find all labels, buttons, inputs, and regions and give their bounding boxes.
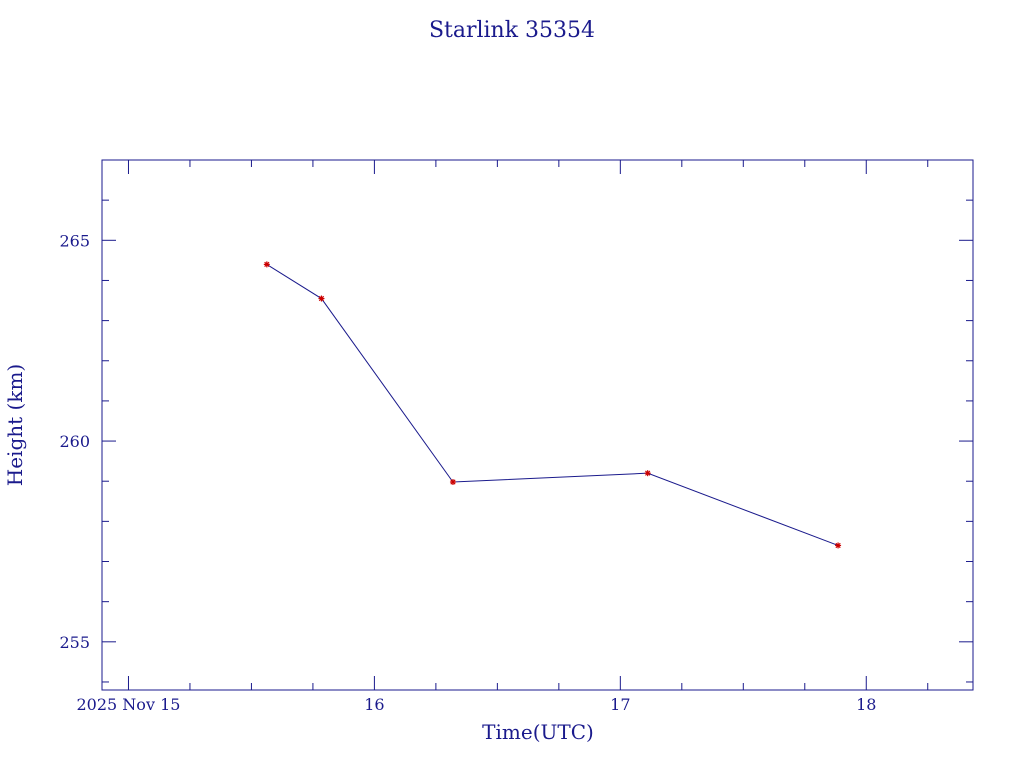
x-axis: 2025 Nov 15 16 17 18 xyxy=(77,160,929,714)
data-point xyxy=(318,295,325,302)
data-point xyxy=(835,542,842,549)
chart-title: Starlink 35354 xyxy=(429,18,595,43)
data-point xyxy=(263,261,270,268)
y-tick-label: 265 xyxy=(59,231,90,250)
series-line xyxy=(266,263,839,546)
y-axis: 255 260 265 xyxy=(59,159,973,683)
plot-border xyxy=(101,159,974,691)
data-point xyxy=(644,470,651,477)
x-tick-label: 18 xyxy=(856,695,876,714)
x-axis-label: Time(UTC) xyxy=(482,720,594,744)
y-tick-label: 255 xyxy=(59,633,90,652)
data-point xyxy=(449,479,456,486)
x-tick-label: 17 xyxy=(610,695,630,714)
series-layer xyxy=(263,261,842,549)
y-tick-label: 260 xyxy=(59,432,90,451)
x-tick-label: 16 xyxy=(364,695,384,714)
y-axis-label: Height (km) xyxy=(3,364,27,486)
x-tick-label: 2025 Nov 15 xyxy=(77,695,181,714)
plot-frame xyxy=(101,159,974,691)
